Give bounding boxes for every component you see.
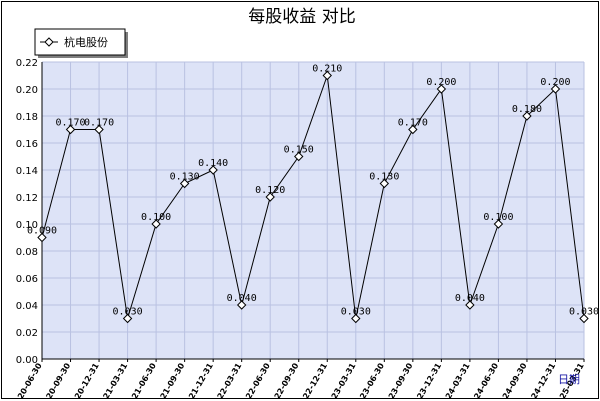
y-tick-label: 0.14 (16, 166, 38, 177)
legend: 杭电股份 (34, 28, 128, 58)
data-point-marker (37, 232, 47, 243)
axes (41, 62, 585, 362)
data-label: 0.130 (369, 172, 399, 183)
x-tick-label: 2021-09-30 (153, 361, 187, 398)
x-tick-label: 2023-09-30 (381, 361, 415, 398)
y-tick-label: 0.18 (16, 112, 38, 123)
legend-label: 杭电股份 (64, 35, 108, 49)
data-point-marker (579, 313, 589, 324)
y-tick-label: 0.12 (16, 193, 38, 204)
data-label: 0.180 (512, 104, 542, 115)
x-tick-label: 2023-06-30 (353, 361, 387, 398)
data-point-marker (236, 300, 247, 310)
data-label: 0.030 (569, 307, 598, 318)
y-tick-label: 0.00 (16, 355, 38, 366)
data-label: 0.170 (398, 118, 428, 129)
data-label: 0.030 (113, 307, 143, 318)
y-tick-label: 0.22 (16, 58, 38, 69)
plot-area: 0.00 0.02 0.04 0.06 0.08 0.10 0.12 0.14 0.16 0.18… (10, 58, 598, 398)
x-axis-label: 日期 (558, 373, 580, 386)
x-tick-label: 2022-09-30 (267, 361, 301, 398)
y-tick-labels: 0.00 0.02 0.04 0.06 0.08 0.10 0.12 0.14 0.16 0.18… (16, 58, 38, 366)
x-tick-label: 2020-12-31 (67, 361, 101, 398)
data-point-marker (94, 124, 104, 135)
data-labels: 0.0900.1700.1700.0300.1000.1300.1400.040… (27, 64, 598, 318)
x-tick-label: 2024-06-30 (467, 361, 501, 398)
x-tick-label: 2023-03-31 (324, 361, 358, 398)
data-label: 0.040 (227, 293, 257, 304)
x-tick-label: 2024-03-31 (438, 361, 472, 398)
x-tick-label: 2021-06-30 (124, 361, 158, 398)
data-point-marker (322, 70, 332, 81)
x-tick-label: 2022-03-31 (210, 361, 244, 398)
data-label: 0.150 (284, 145, 314, 156)
y-tick-label: 0.16 (16, 139, 38, 150)
data-point-marker (351, 313, 361, 324)
data-label: 0.210 (312, 64, 342, 75)
x-tick-label: 2023-12-31 (410, 361, 444, 398)
data-point-marker (65, 124, 76, 135)
data-label: 0.120 (255, 185, 285, 196)
data-point-marker (493, 219, 504, 229)
chart-title: 每股收益 对比 (248, 7, 355, 27)
data-label: 0.170 (84, 118, 114, 129)
data-label: 0.200 (540, 77, 570, 88)
y-tick-label: 0.04 (16, 301, 38, 312)
data-label: 0.100 (483, 212, 513, 223)
series-line (41, 75, 585, 319)
y-tick-label: 0.08 (16, 247, 38, 258)
x-tick-label: 2024-09-30 (495, 361, 529, 398)
y-tick-label: 0.20 (16, 85, 38, 96)
data-point-marker (265, 192, 275, 202)
data-point-marker (179, 178, 190, 189)
data-point-marker (550, 84, 561, 94)
data-point-marker (122, 313, 133, 324)
data-point-marker (408, 124, 418, 135)
data-point-marker (436, 84, 447, 94)
data-point-marker (151, 219, 161, 229)
data-label: 0.030 (341, 307, 371, 318)
data-point-marker (465, 300, 475, 310)
data-point-marker (208, 165, 218, 175)
y-tick-label: 0.06 (16, 274, 38, 285)
data-point-marker (294, 151, 304, 162)
x-tick-label: 2021-12-31 (182, 361, 216, 398)
data-label: 0.130 (170, 172, 200, 183)
x-tick-label: 2021-03-31 (96, 361, 130, 398)
data-label: 0.090 (27, 226, 57, 237)
legend-marker-icon (44, 37, 54, 47)
data-label: 0.170 (55, 118, 85, 129)
plot-background (42, 62, 584, 359)
data-point-marker (379, 178, 390, 189)
x-tick-label: 2024-12-31 (524, 361, 558, 398)
data-label: 0.140 (198, 158, 228, 169)
data-label: 0.100 (141, 212, 171, 223)
data-point-marker (522, 111, 532, 121)
series-markers (37, 70, 589, 324)
x-tick-label: 2020-06-30 (10, 361, 44, 398)
data-label: 0.040 (455, 293, 485, 304)
x-tick-labels: 2020-06-302020-09-302020-12-312021-03-31… (10, 361, 586, 398)
x-tick-label: 2022-06-30 (239, 361, 273, 398)
data-label: 0.200 (426, 77, 456, 88)
y-tick-label: 0.02 (16, 328, 38, 339)
x-tick-label: 2022-12-31 (296, 361, 330, 398)
y-tick-label: 0.10 (16, 220, 38, 231)
x-tick-label: 2020-09-30 (39, 361, 73, 398)
